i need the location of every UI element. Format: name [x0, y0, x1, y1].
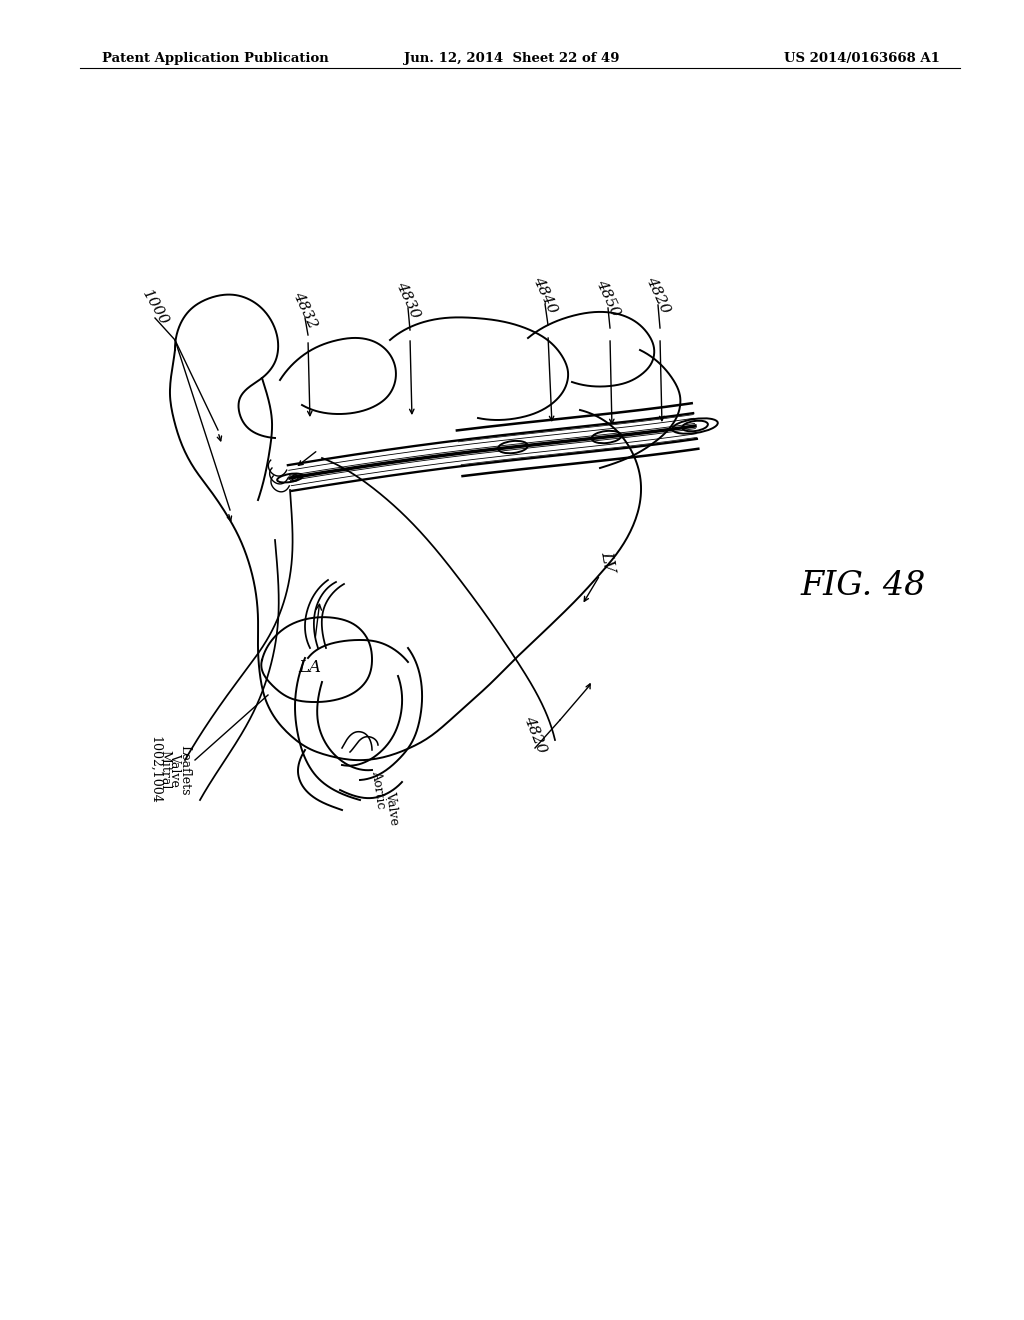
Text: 4820: 4820: [643, 275, 673, 315]
Text: 4850: 4850: [594, 277, 623, 318]
Text: 4832: 4832: [291, 289, 319, 330]
Text: Mitral: Mitral: [159, 750, 171, 789]
Text: Aortic: Aortic: [369, 770, 387, 810]
Text: FIG. 48: FIG. 48: [800, 570, 926, 602]
Text: 4840: 4840: [530, 275, 559, 315]
Text: US 2014/0163668 A1: US 2014/0163668 A1: [784, 51, 940, 65]
Text: Leaflets: Leaflets: [178, 744, 191, 795]
Text: 4830: 4830: [393, 280, 423, 321]
Text: Jun. 12, 2014  Sheet 22 of 49: Jun. 12, 2014 Sheet 22 of 49: [404, 51, 620, 65]
Text: 4820: 4820: [521, 714, 549, 756]
Text: LV: LV: [598, 550, 618, 574]
Text: 1000: 1000: [139, 288, 171, 329]
Text: Valve: Valve: [383, 791, 400, 826]
Text: LA: LA: [299, 660, 322, 676]
Text: Patent Application Publication: Patent Application Publication: [102, 51, 329, 65]
Text: Valve: Valve: [169, 754, 181, 787]
Text: 1002,1004: 1002,1004: [148, 737, 162, 804]
